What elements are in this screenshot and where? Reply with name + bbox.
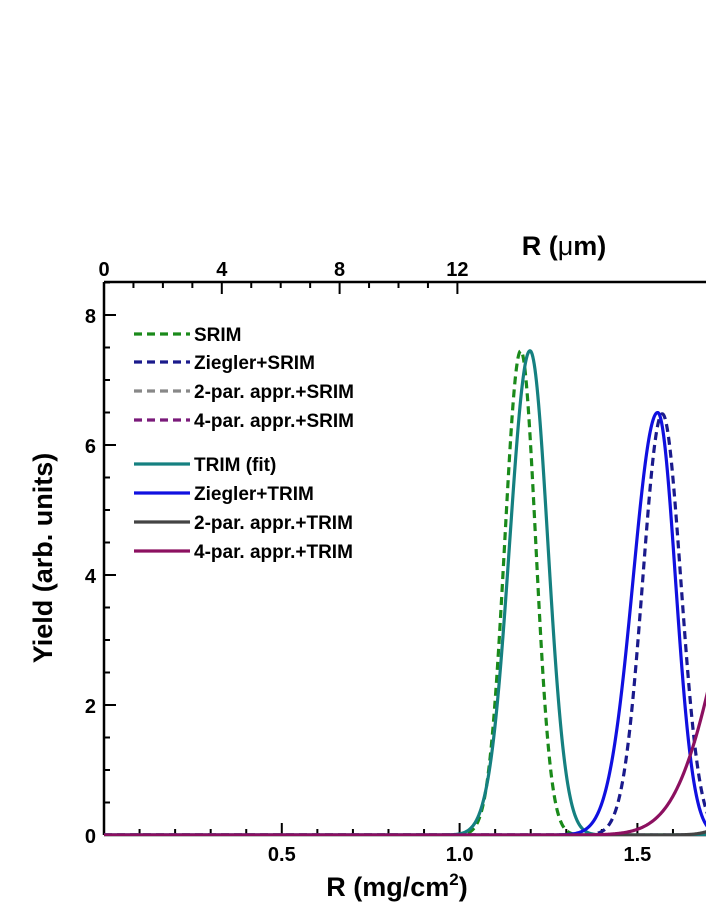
legend-label-7: 2-par. appr.+TRIM <box>194 513 353 534</box>
y-tick-label: 0 <box>85 826 96 848</box>
y-tick-label: 8 <box>85 306 96 328</box>
x-axis-title: R (mg/cm2) <box>326 870 468 902</box>
legend-label-6: Ziegler+TRIM <box>194 484 314 505</box>
top-x-axis-title-mu: μ <box>558 231 574 261</box>
top-x-tick-label: 0 <box>98 259 109 281</box>
x-axis-title-close: ) <box>459 872 468 902</box>
x-axis-title-sup: 2 <box>449 870 458 889</box>
legend-label-4: 4-par. appr.+SRIM <box>194 411 354 432</box>
legend-label-1: SRIM <box>194 325 242 346</box>
top-x-tick-label: 12 <box>446 259 468 281</box>
y-axis-title: Yield (arb. units) <box>28 453 58 664</box>
top-x-axis-title: R (μm) <box>522 231 607 261</box>
axis-tick-labels: 0.5 1.0 1.5 0 2 4 6 8 0 4 8 12 <box>85 259 651 866</box>
top-x-tick-label: 4 <box>216 259 228 281</box>
top-x-axis-title-unit: m) <box>573 231 606 261</box>
series-line-8 <box>104 691 706 836</box>
top-x-tick-label: 8 <box>334 259 345 281</box>
series-curves <box>104 349 706 836</box>
y-tick-label: 6 <box>85 436 96 458</box>
y-tick-label: 4 <box>85 566 97 588</box>
legend-label-3: 2-par. appr.+SRIM <box>194 382 354 403</box>
series-line-2 <box>104 412 706 836</box>
legend-label-8: 4-par. appr.+TRIM <box>194 542 353 563</box>
legend: SRIM Ziegler+SRIM 2-par. appr.+SRIM 4-par. … <box>134 325 354 563</box>
y-tick-label: 2 <box>85 696 96 718</box>
legend-label-5: TRIM (fit) <box>194 455 276 476</box>
x-tick-label: 0.5 <box>268 844 296 866</box>
x-tick-label: 1.5 <box>623 844 651 866</box>
legend-label-2: Ziegler+SRIM <box>194 353 315 374</box>
x-tick-label: 1.0 <box>446 844 474 866</box>
